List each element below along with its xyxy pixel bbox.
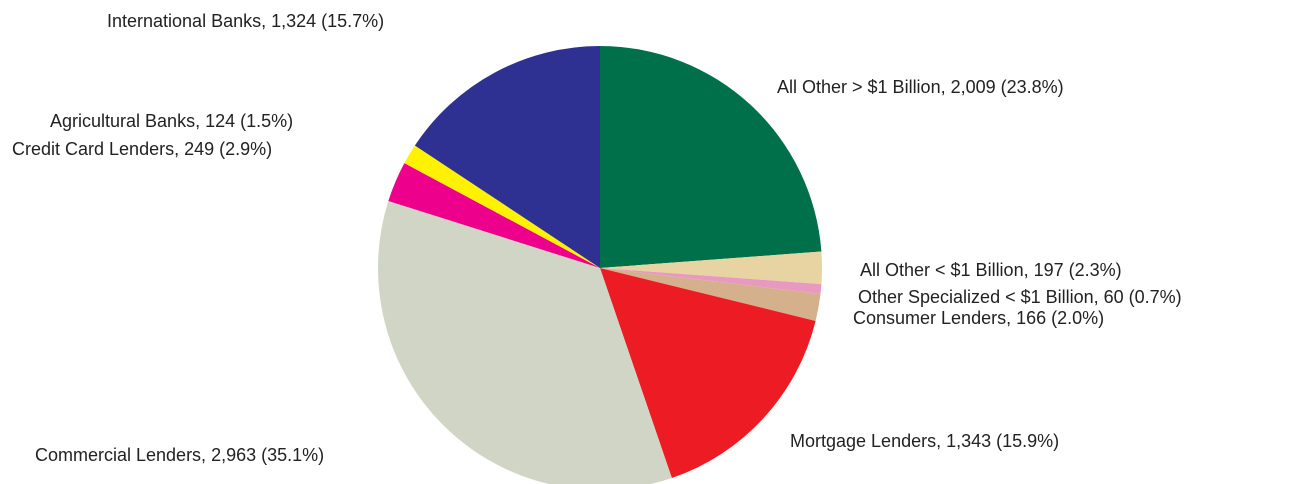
slice-label: All Other < $1 Billion, 197 (2.3%)	[860, 260, 1122, 280]
slice-label: Mortgage Lenders, 1,343 (15.9%)	[790, 431, 1059, 451]
slice-label: Agricultural Banks, 124 (1.5%)	[50, 111, 293, 131]
slice-label: Commercial Lenders, 2,963 (35.1%)	[35, 445, 324, 465]
pie-slice	[378, 200, 672, 484]
slice-label: Consumer Lenders, 166 (2.0%)	[853, 308, 1104, 328]
pie-slice	[600, 46, 822, 268]
slice-label: All Other > $1 Billion, 2,009 (23.8%)	[777, 77, 1064, 97]
pie-slice	[388, 163, 600, 268]
pie-slice	[600, 251, 823, 285]
slice-label: International Banks, 1,324 (15.7%)	[107, 11, 384, 31]
pie-slice	[600, 268, 821, 321]
pie-slice	[600, 268, 822, 294]
slice-label: Credit Card Lenders, 249 (2.9%)	[12, 139, 272, 159]
slice-label: Other Specialized < $1 Billion, 60 (0.7%…	[858, 287, 1182, 307]
pie-slice	[404, 145, 600, 268]
pie-slice	[414, 46, 600, 268]
pie-slice	[600, 268, 816, 479]
